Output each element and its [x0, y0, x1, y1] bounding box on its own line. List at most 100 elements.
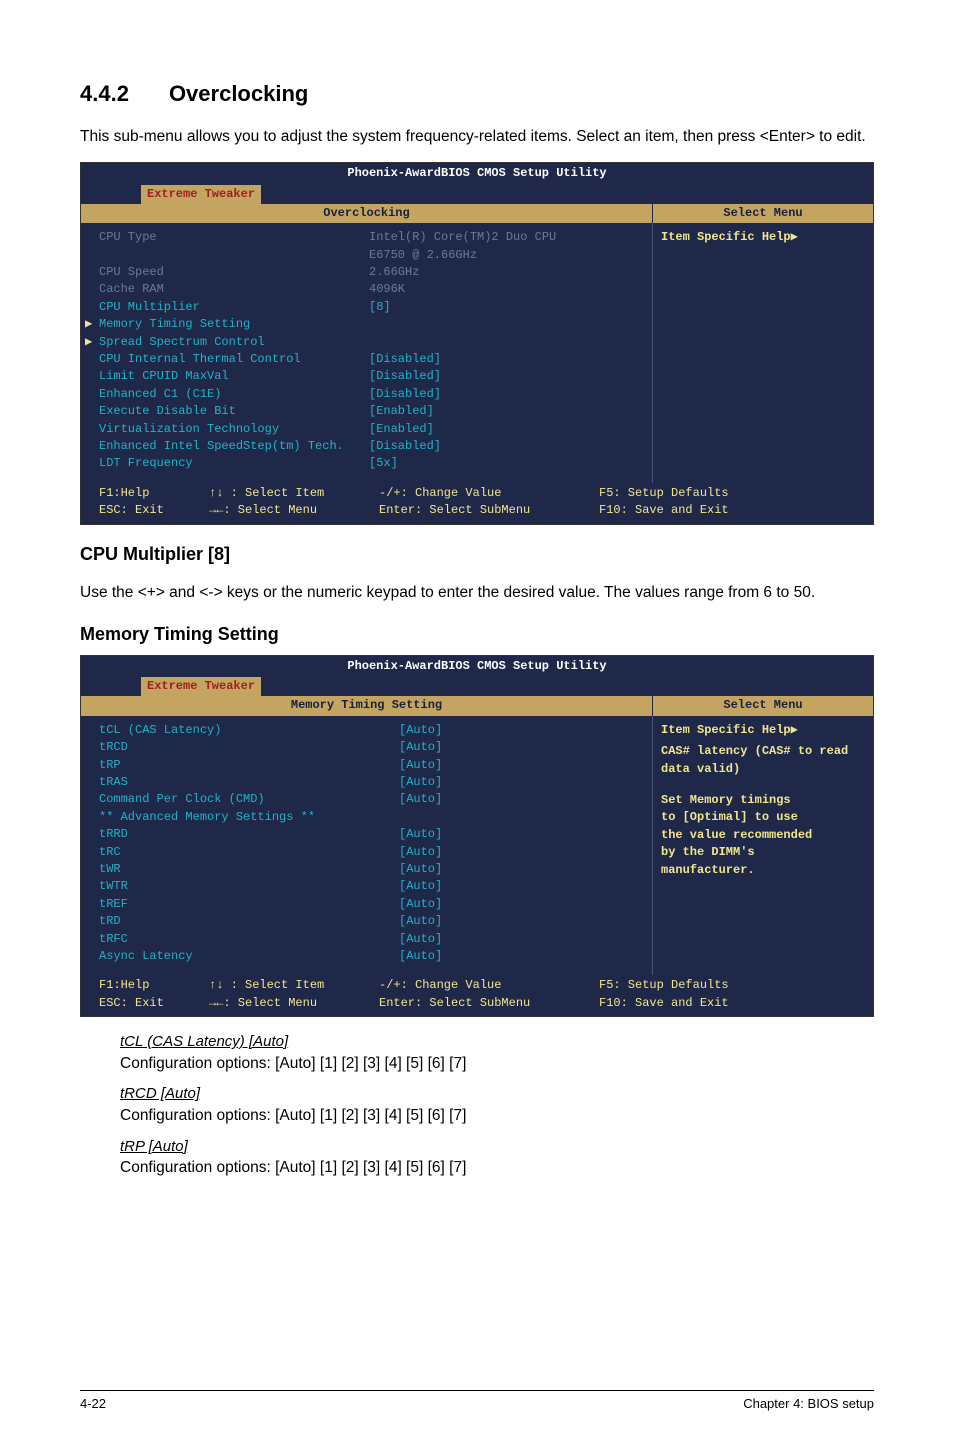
bios-setting-row[interactable]: ** Advanced Memory Settings **: [99, 809, 642, 826]
bios-setting-row[interactable]: tRD[Auto]: [99, 913, 642, 930]
bios-tab-extreme-tweaker[interactable]: Extreme Tweaker: [141, 185, 261, 204]
setting-label: Async Latency: [99, 948, 359, 965]
submenu-arrow-icon: ▶: [85, 316, 99, 333]
setting-value: E6750 @ 2.66GHz: [369, 247, 477, 264]
bios-setting-row[interactable]: tRP[Auto]: [99, 757, 642, 774]
bios-footer: F1:Help ↑↓ : Select Item -/+: Change Val…: [81, 483, 873, 524]
bios-left-header: Overclocking: [81, 204, 652, 223]
footer-esc: ESC: Exit: [99, 995, 209, 1012]
bios-setting-row[interactable]: CPU Multiplier[8]: [99, 299, 642, 316]
item-specific-help: Item Specific Help▶: [661, 722, 865, 739]
bios-setting-row[interactable]: tRRD[Auto]: [99, 826, 642, 843]
bios-setting-row[interactable]: tWR[Auto]: [99, 861, 642, 878]
setting-value: [Enabled]: [369, 421, 434, 438]
setting-value: [Disabled]: [369, 438, 441, 455]
bios-setting-row[interactable]: Async Latency [Auto]: [99, 948, 642, 965]
help-text-line: Set Memory timings: [661, 792, 865, 809]
setting-value: [5x]: [369, 455, 398, 472]
bios-setting-row[interactable]: LDT Frequency [5x]: [99, 455, 642, 472]
bios-setting-row[interactable]: tRCD [Auto]: [99, 739, 642, 756]
setting-value: [Disabled]: [369, 368, 441, 385]
setting-label: LDT Frequency: [99, 455, 359, 472]
bios-header-row: Memory Timing Setting Select Menu: [81, 696, 873, 715]
bios-header-row: Overclocking Select Menu: [81, 204, 873, 223]
bios-memory-timing-panel: Phoenix-AwardBIOS CMOS Setup Utility Ext…: [80, 655, 874, 1017]
setting-label: tWR: [99, 861, 359, 878]
setting-value: [Auto]: [399, 896, 442, 913]
bios-setting-row[interactable]: tCL (CAS Latency) [Auto]: [99, 722, 642, 739]
setting-value: [Disabled]: [369, 386, 441, 403]
item-specific-help: Item Specific Help▶: [661, 229, 865, 246]
bios-setting-row[interactable]: tRFC[Auto]: [99, 931, 642, 948]
setting-label: tRAS: [99, 774, 359, 791]
help-text-line: by the DIMM's: [661, 844, 865, 861]
help-text-line: to [Optimal] to use: [661, 809, 865, 826]
bios-setting-row[interactable]: tRAS [Auto]: [99, 774, 642, 791]
bios-tab-row: Extreme Tweaker: [81, 677, 873, 696]
intro-text: This sub-menu allows you to adjust the s…: [80, 126, 874, 148]
bios-setting-row[interactable]: Enhanced Intel SpeedStep(tm) Tech. [Disab…: [99, 438, 642, 455]
section-number: 4.4.2: [80, 81, 129, 106]
bios-setting-row: CPU TypeIntel(R) Core(TM)2 Duo CPU: [99, 229, 642, 246]
footer-esc: ESC: Exit: [99, 502, 209, 519]
setting-label: tCL (CAS Latency): [99, 722, 359, 739]
bios-tab-row: Extreme Tweaker: [81, 185, 873, 204]
setting-label: tRRD: [99, 826, 359, 843]
section-title: Overclocking: [169, 81, 308, 106]
help-text-line: manufacturer.: [661, 862, 865, 879]
page-footer: 4-22 Chapter 4: BIOS setup: [80, 1390, 874, 1414]
help-text-line: the value recommended: [661, 827, 865, 844]
footer-f1: F1:Help: [99, 977, 209, 994]
page-number: 4-22: [80, 1395, 106, 1414]
bios-right-header: Select Menu: [652, 204, 873, 223]
bios-setting-row: Cache RAM4096K: [99, 281, 642, 298]
option-description: Configuration options: [Auto] [1] [2] [3…: [120, 1105, 874, 1127]
setting-value: [Auto]: [399, 948, 442, 965]
setting-value: [8]: [369, 299, 391, 316]
setting-label: tREF: [99, 896, 359, 913]
setting-value: Intel(R) Core(TM)2 Duo CPU: [369, 229, 556, 246]
footer-setup-defaults: F5: Setup Defaults: [599, 977, 863, 994]
bios-setting-row[interactable]: CPU Internal Thermal Control[Disabled]: [99, 351, 642, 368]
bios-setting-row[interactable]: Limit CPUID MaxVal[Disabled]: [99, 368, 642, 385]
setting-value: [Auto]: [399, 774, 442, 791]
bios-setting-row[interactable]: Execute Disable Bit[Enabled]: [99, 403, 642, 420]
footer-submenu: Enter: Select SubMenu: [379, 995, 599, 1012]
option-label: tRCD [Auto]: [120, 1083, 874, 1105]
bios-setting-row[interactable]: ▶Memory Timing Setting: [99, 316, 642, 333]
footer-save-exit: F10: Save and Exit: [599, 502, 863, 519]
bios-help-panel: Item Specific Help▶: [653, 223, 873, 482]
setting-value: [Auto]: [399, 844, 442, 861]
bios-setting-row[interactable]: ▶Spread Spectrum Control: [99, 334, 642, 351]
bios-setting-row[interactable]: Command Per Clock (CMD)[Auto]: [99, 791, 642, 808]
help-text-line: CAS# latency (CAS# to read data valid): [661, 743, 865, 778]
setting-label: Execute Disable Bit: [99, 403, 359, 420]
bios-tab-extreme-tweaker[interactable]: Extreme Tweaker: [141, 677, 261, 696]
bios-setting-row[interactable]: tRC [Auto]: [99, 844, 642, 861]
setting-label: tRCD: [99, 739, 359, 756]
bios-help-panel: Item Specific Help▶ CAS# latency (CAS# t…: [653, 716, 873, 975]
setting-label: CPU Internal Thermal Control: [99, 351, 359, 368]
bios-setting-row[interactable]: tWTR[Auto]: [99, 878, 642, 895]
bios-title: Phoenix-AwardBIOS CMOS Setup Utility: [81, 656, 873, 677]
bios-setting-row[interactable]: tREF [Auto]: [99, 896, 642, 913]
footer-f1: F1:Help: [99, 485, 209, 502]
setting-label: tRC: [99, 844, 359, 861]
setting-value: 4096K: [369, 281, 405, 298]
footer-setup-defaults: F5: Setup Defaults: [599, 485, 863, 502]
bios-settings-list: tCL (CAS Latency)[Auto]tRCD[Auto]tRP[Aut…: [81, 716, 653, 975]
footer-submenu: Enter: Select SubMenu: [379, 502, 599, 519]
setting-label: Enhanced Intel SpeedStep(tm) Tech.: [99, 438, 359, 455]
footer-select-item: ↑↓ : Select Item: [209, 977, 379, 994]
setting-value: [Auto]: [399, 739, 442, 756]
footer-save-exit: F10: Save and Exit: [599, 995, 863, 1012]
setting-label: Enhanced C1 (C1E): [99, 386, 359, 403]
bios-left-header: Memory Timing Setting: [81, 696, 652, 715]
setting-value: [Auto]: [399, 722, 442, 739]
bios-setting-row[interactable]: Enhanced C1 (C1E) [Disabled]: [99, 386, 642, 403]
footer-select-item: ↑↓ : Select Item: [209, 485, 379, 502]
setting-label: Virtualization Technology: [99, 421, 359, 438]
bios-setting-row[interactable]: Virtualization Technology [Enabled]: [99, 421, 642, 438]
footer-change-value: -/+: Change Value: [379, 485, 599, 502]
setting-value: [Auto]: [399, 913, 442, 930]
